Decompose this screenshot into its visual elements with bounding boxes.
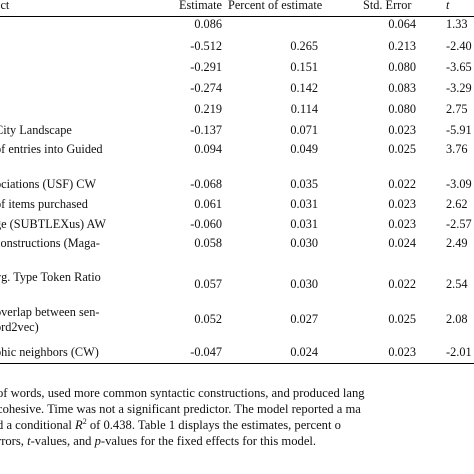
row-percent-of-estimate: 0.071: [290, 123, 318, 137]
row-effect-label: ge (SUBTLEXus) AW: [0, 217, 107, 231]
row-percent-of-estimate: 0.030: [290, 236, 318, 250]
paragraph-t-symbol: t: [27, 434, 31, 448]
row-std-error: 0.083: [388, 81, 416, 95]
row-estimate: -0.137: [190, 123, 222, 137]
row-percent-of-estimate: 0.027: [290, 312, 318, 326]
row-percent-of-estimate: 0.151: [290, 60, 318, 74]
paragraph-line-4-a: rrors,: [0, 434, 28, 448]
header-effect: ect: [0, 0, 10, 12]
paragraph-r-symbol: R: [75, 418, 83, 432]
header-std-error: Std. Error: [363, 0, 412, 12]
row-std-error: 0.024: [388, 236, 416, 250]
paragraph-line-4: rrors, t-values, and p-values for the fi…: [0, 433, 316, 449]
row-estimate: -0.047: [190, 345, 222, 359]
row-std-error: 0.064: [388, 17, 416, 31]
paragraph-line-3-a: d a conditional: [0, 418, 75, 432]
bottom-rule: [0, 363, 474, 364]
row-t-value: -2.40: [446, 39, 472, 53]
row-effect-label: of entries into Guided: [0, 142, 103, 156]
row-std-error: 0.025: [388, 142, 416, 156]
row-effect-label: phic neighbors (CW): [0, 345, 99, 359]
row-estimate: -0.068: [190, 177, 222, 191]
row-percent-of-estimate: 0.265: [290, 39, 318, 53]
row-t-value: 2.54: [446, 277, 468, 291]
header-t-value: t: [446, 0, 450, 12]
row-effect-label-continued: ord2vec): [0, 320, 39, 334]
paragraph-line-2: cohesive. Time was not a significant pre…: [0, 402, 361, 416]
row-effect-label: overlap between sen-: [0, 305, 100, 319]
row-percent-of-estimate: 0.031: [290, 197, 318, 211]
row-estimate: -0.291: [190, 60, 222, 74]
row-effect-label: constructions (Maga-: [0, 236, 100, 250]
row-effect-label: ociations (USF) CW: [0, 177, 97, 191]
row-std-error: 0.023: [388, 197, 416, 211]
row-effect-label: vg. Type Token Ratio: [0, 270, 101, 284]
row-t-value: -3.65: [446, 60, 472, 74]
row-estimate: 0.086: [194, 17, 222, 31]
row-percent-of-estimate: 0.024: [290, 345, 318, 359]
row-t-value: -3.09: [446, 177, 472, 191]
row-t-value: 2.08: [446, 312, 468, 326]
row-percent-of-estimate: 0.049: [290, 142, 318, 156]
row-t-value: -2.01: [446, 345, 472, 359]
row-std-error: 0.080: [388, 102, 416, 116]
row-std-error: 0.213: [388, 39, 416, 53]
row-estimate: -0.512: [190, 39, 222, 53]
row-t-value: 2.75: [446, 102, 468, 116]
header-estimate: Estimate: [178, 0, 222, 12]
row-percent-of-estimate: 0.142: [290, 81, 318, 95]
row-std-error: 0.025: [388, 312, 416, 326]
header-percent: Percent of estimate: [228, 0, 323, 12]
row-estimate: 0.052: [194, 312, 222, 326]
row-estimate: 0.058: [194, 236, 222, 250]
row-percent-of-estimate: 0.030: [290, 277, 318, 291]
row-std-error: 0.023: [388, 345, 416, 359]
row-t-value: 2.49: [446, 236, 468, 250]
row-estimate: 0.094: [194, 142, 222, 156]
row-estimate: 0.061: [194, 197, 222, 211]
paragraph-line-4-c: -values for the fixed effects for this m…: [100, 434, 317, 448]
row-std-error: 0.022: [388, 177, 416, 191]
row-effect-label: of items purchased: [0, 197, 88, 211]
row-estimate: -0.060: [190, 217, 222, 231]
paragraph-line-3-b: of 0.438. Table 1 displays the estimates…: [86, 418, 341, 432]
header-rule: [0, 16, 474, 17]
paragraph-r-superscript: 2: [82, 416, 87, 426]
paragraph-line-1: of words, used more common syntactic con…: [0, 386, 365, 400]
row-t-value: -5.91: [446, 123, 472, 137]
row-t-value: 3.76: [446, 142, 468, 156]
row-estimate: 0.219: [194, 102, 222, 116]
row-std-error: 0.023: [388, 123, 416, 137]
paragraph-line-3: d a conditional R2 of 0.438. Table 1 dis…: [0, 417, 341, 433]
row-std-error: 0.022: [388, 277, 416, 291]
row-estimate: -0.274: [190, 81, 222, 95]
row-t-value: 2.62: [446, 197, 468, 211]
row-std-error: 0.080: [388, 60, 416, 74]
row-t-value: -2.57: [446, 217, 472, 231]
row-percent-of-estimate: 0.035: [290, 177, 318, 191]
paragraph-p-symbol: p: [94, 434, 101, 448]
row-effect-label: City Landscape: [0, 123, 72, 137]
row-t-value: 1.33: [446, 17, 468, 31]
paragraph-line-4-b: -values, and: [30, 434, 95, 448]
row-estimate: 0.057: [194, 277, 222, 291]
row-percent-of-estimate: 0.114: [290, 102, 318, 116]
row-std-error: 0.023: [388, 217, 416, 231]
row-t-value: -3.29: [446, 81, 472, 95]
row-percent-of-estimate: 0.031: [290, 217, 318, 231]
